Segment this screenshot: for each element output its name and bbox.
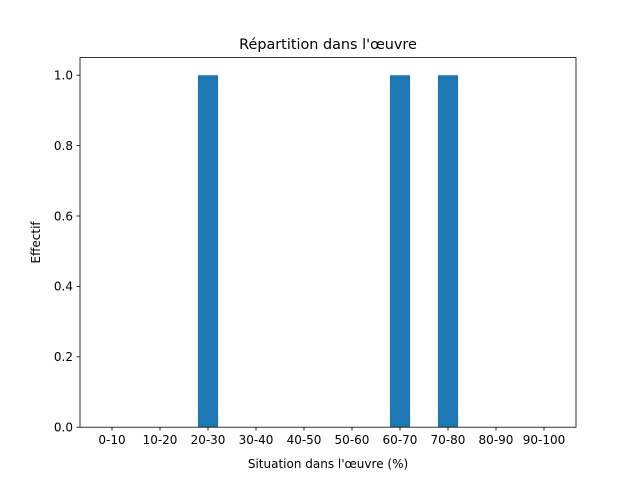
x-axis-label: Situation dans l'œuvre (%): [248, 457, 408, 471]
x-tick-label: 30-40: [239, 433, 274, 447]
bar-20-30: [197, 75, 219, 428]
y-tick-label: 0.0: [54, 421, 73, 435]
y-axis-label: Effectif: [29, 221, 43, 264]
y-tick-label: 0.8: [54, 139, 73, 153]
x-tick-label: 0-10: [98, 433, 125, 447]
x-tick-label: 20-30: [191, 433, 226, 447]
x-tick-label: 70-80: [431, 433, 466, 447]
chart-title: Répartition dans l'œuvre: [239, 37, 417, 53]
x-tick-label: 60-70: [383, 433, 418, 447]
x-tick-label: 50-60: [335, 433, 370, 447]
x-tick-label: 40-50: [287, 433, 322, 447]
bar-70-80: [437, 75, 459, 428]
axes-frame: [79, 57, 577, 428]
y-tick-label: 0.4: [54, 280, 73, 294]
x-tick-label: 90-100: [523, 433, 566, 447]
y-tick-label: 0.2: [54, 350, 73, 364]
y-tick-label: 1.0: [54, 69, 73, 83]
x-tick-label: 80-90: [479, 433, 514, 447]
bar-60-70: [389, 75, 411, 428]
y-tick-label: 0.6: [54, 209, 73, 223]
x-tick-label: 10-20: [143, 433, 178, 447]
